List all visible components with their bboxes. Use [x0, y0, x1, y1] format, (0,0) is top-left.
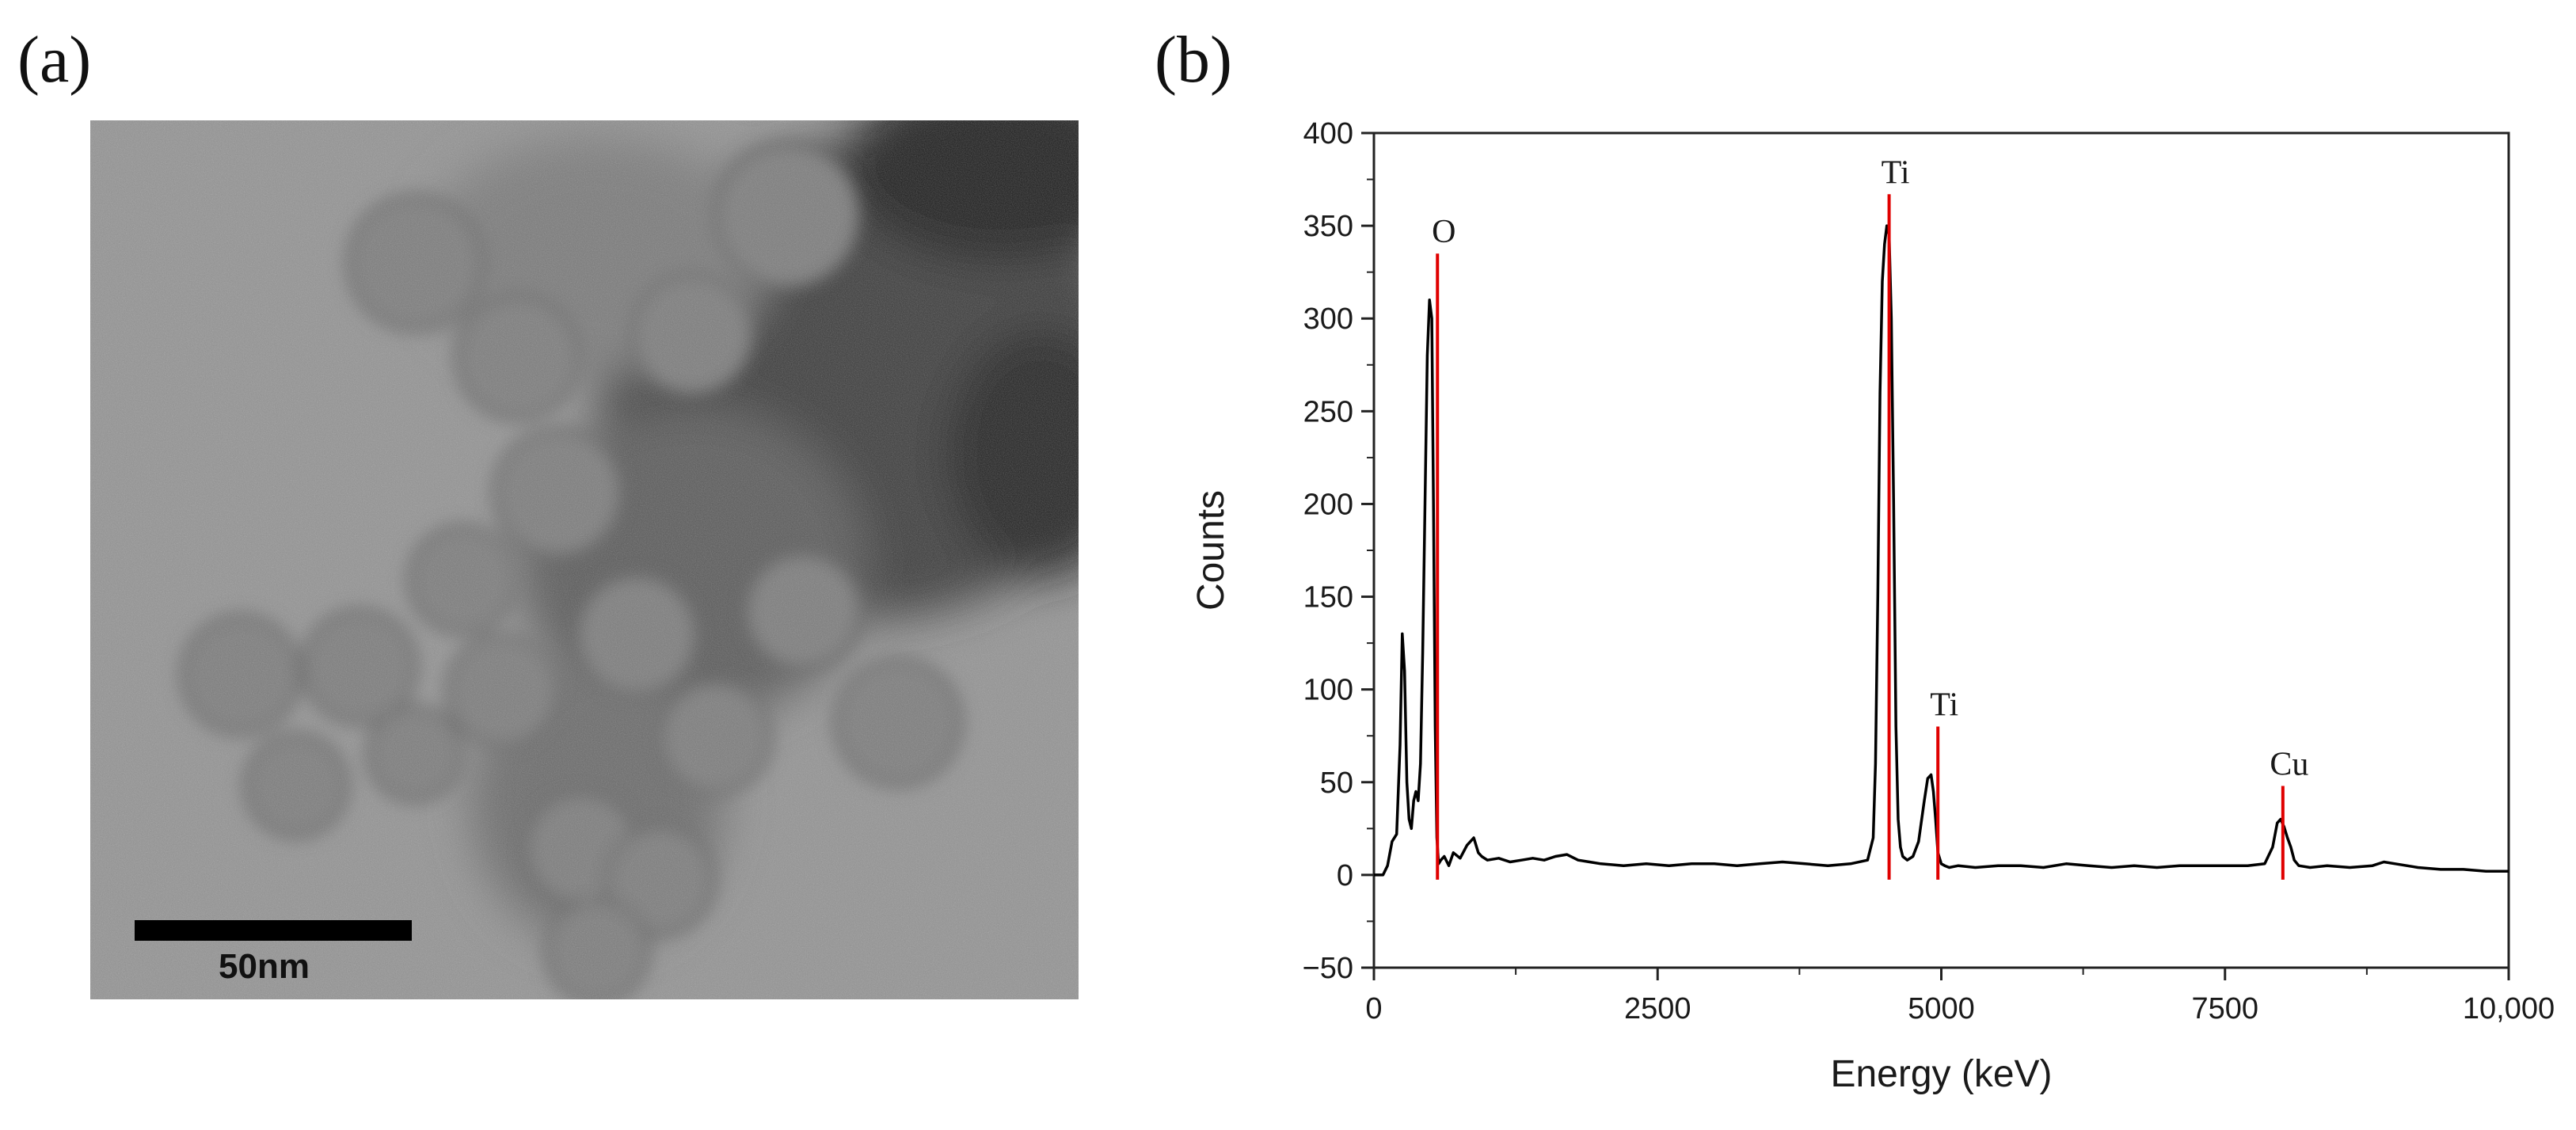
- series-line-0: [1374, 224, 2509, 877]
- peak-label-o-0: O: [1432, 214, 1455, 250]
- y-tick-label: 350: [1303, 210, 1353, 243]
- peak-label-cu-3: Cu: [2270, 746, 2308, 782]
- x-tick-label: 0: [1365, 992, 1382, 1025]
- reference-lines-layer: O Ti Ti Cu: [1432, 154, 2308, 880]
- tem-particles-image: [90, 120, 1079, 999]
- peak-label-ti-1: Ti: [1882, 154, 1910, 191]
- x-tick-label: 2500: [1624, 992, 1691, 1025]
- scale-bar: [135, 920, 412, 941]
- scale-bar-label: 50nm: [219, 947, 310, 986]
- y-tick-label: 50: [1320, 767, 1353, 800]
- y-tick-label: 100: [1303, 674, 1353, 707]
- axis-labels-layer: −50 0 50 100 150 200 250 300 350 400 0 2500 5000 7500…: [1190, 117, 2555, 1095]
- y-tick-label: 150: [1303, 581, 1353, 614]
- x-tick-label: 10,000: [2463, 992, 2555, 1025]
- y-tick-label: 250: [1303, 395, 1353, 428]
- y-tick-label: 200: [1303, 488, 1353, 521]
- x-axis-title: Energy (keV): [1830, 1053, 2052, 1095]
- y-tick-label: 400: [1303, 117, 1353, 150]
- x-tick-label: 5000: [1908, 992, 1975, 1025]
- y-axis-title: Counts: [1190, 490, 1232, 611]
- chart-axes: [1361, 131, 2510, 980]
- panel-label-b: (b): [1155, 23, 1232, 97]
- plot-frame: [1372, 131, 2510, 969]
- y-tick-label: −50: [1303, 952, 1353, 985]
- y-tick-label: 300: [1303, 302, 1353, 336]
- series-layer: [1374, 224, 2509, 877]
- panel-label-a: (a): [17, 23, 92, 97]
- y-tick-label: 0: [1337, 859, 1353, 892]
- x-tick-label: 7500: [2191, 992, 2258, 1025]
- peak-label-ti-2: Ti: [1930, 687, 1958, 724]
- tem-micrograph: 50nm: [90, 120, 1079, 999]
